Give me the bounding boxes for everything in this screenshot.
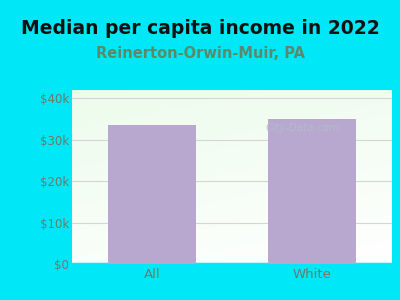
Bar (108, 125, 196, 264)
Text: City-Data.com: City-Data.com (265, 123, 340, 133)
Bar (268, 119, 356, 264)
Text: Reinerton-Orwin-Muir, PA: Reinerton-Orwin-Muir, PA (96, 46, 304, 62)
Text: Median per capita income in 2022: Median per capita income in 2022 (21, 20, 379, 38)
